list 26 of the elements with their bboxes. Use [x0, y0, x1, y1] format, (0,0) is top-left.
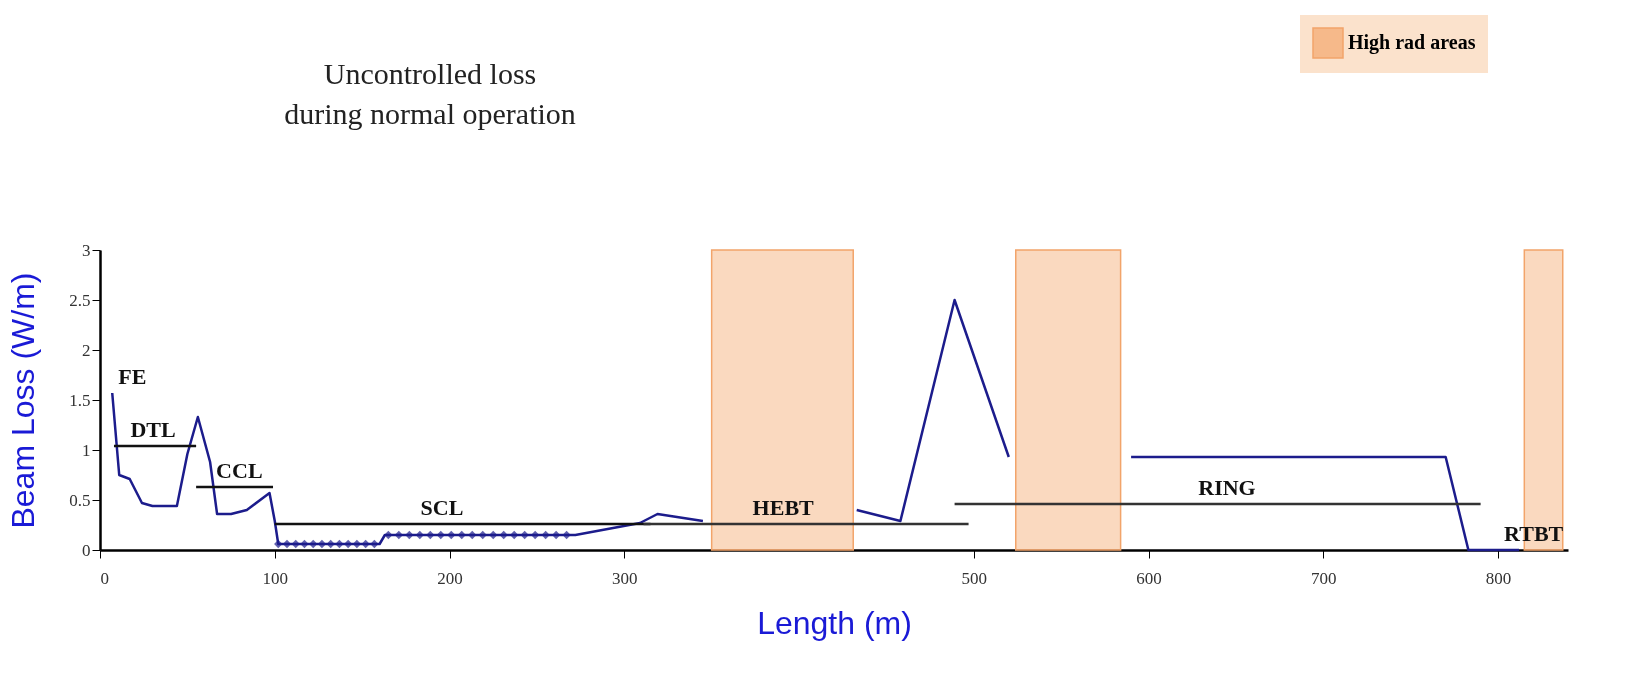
y-tick-label: 2	[82, 340, 91, 360]
annotation: RTBT	[1504, 521, 1564, 546]
x-tick-label: 200	[437, 568, 463, 588]
y-tick-label: 0.5	[69, 490, 91, 510]
legend-label: High rad areas	[1348, 31, 1476, 54]
x-tick-label: 0	[100, 568, 109, 588]
annotation: FE	[118, 364, 147, 389]
chart-title: Uncontrolled loss during normal operation	[284, 57, 576, 130]
annotation: DTL	[130, 417, 176, 442]
annotation: RING	[1198, 475, 1256, 500]
x-tick-label: 700	[1311, 568, 1337, 588]
y-tick-label: 1.5	[69, 390, 91, 410]
x-tick-label: 600	[1136, 568, 1162, 588]
annotation: SCL	[420, 495, 464, 520]
y-tick-label: 1	[82, 440, 91, 460]
y-tick-label: 0	[82, 540, 91, 560]
x-tick-label: 100	[262, 568, 289, 588]
x-tick-label: 300	[612, 568, 638, 588]
x-tick-label: 500	[961, 568, 988, 588]
annotation: HEBT	[752, 495, 815, 520]
y-tick-label: 2.5	[69, 290, 91, 310]
annotation: CCL	[216, 458, 263, 483]
y-tick-label: 3	[82, 240, 91, 260]
x-axis-title: Length (m)	[757, 604, 912, 641]
y-axis-title: Beam Loss (W/m)	[5, 272, 42, 529]
x-tick-label: 800	[1485, 568, 1512, 588]
